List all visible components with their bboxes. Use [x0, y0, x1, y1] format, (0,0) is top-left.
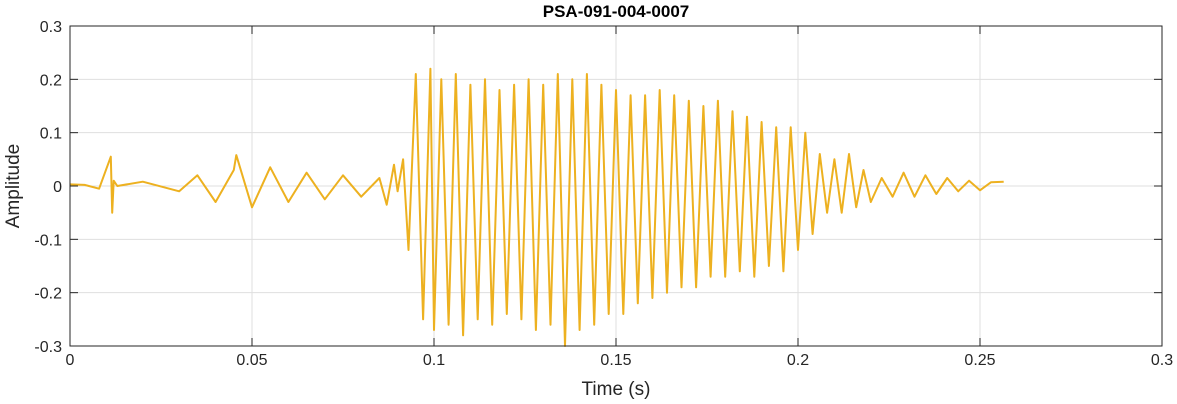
waveform-line	[69, 67, 1004, 347]
y-tick-label: -0.1	[34, 232, 62, 249]
grid	[69, 25, 1163, 347]
y-tick-label: -0.2	[34, 286, 62, 303]
x-tick-labels: 0 0.05 0.1 0.15 0.2 0.25 0.3	[66, 352, 1174, 369]
x-tick-label: 0.05	[236, 352, 267, 369]
y-tick-label: -0.3	[34, 339, 62, 356]
x-tick-label: 0	[66, 352, 75, 369]
y-tick-label: 0.3	[40, 19, 62, 36]
y-tick-label: 0	[53, 179, 62, 196]
x-tick-label: 0.2	[787, 352, 809, 369]
y-tick-label: 0.1	[40, 126, 62, 143]
y-tick-label: 0.2	[40, 72, 62, 89]
x-tick-label: 0.15	[600, 352, 631, 369]
x-tick-label: 0.25	[964, 352, 995, 369]
x-tick-label: 0.1	[423, 352, 445, 369]
ticks	[69, 25, 1163, 347]
y-axis-label: Amplitude	[3, 144, 24, 229]
x-tick-label: 0.3	[1151, 352, 1173, 369]
chart-title: PSA-091-004-0007	[543, 2, 689, 21]
y-tick-labels: -0.3 -0.2 -0.1 0 0.1 0.2 0.3	[34, 19, 62, 356]
x-axis-label: Time (s)	[582, 379, 651, 400]
